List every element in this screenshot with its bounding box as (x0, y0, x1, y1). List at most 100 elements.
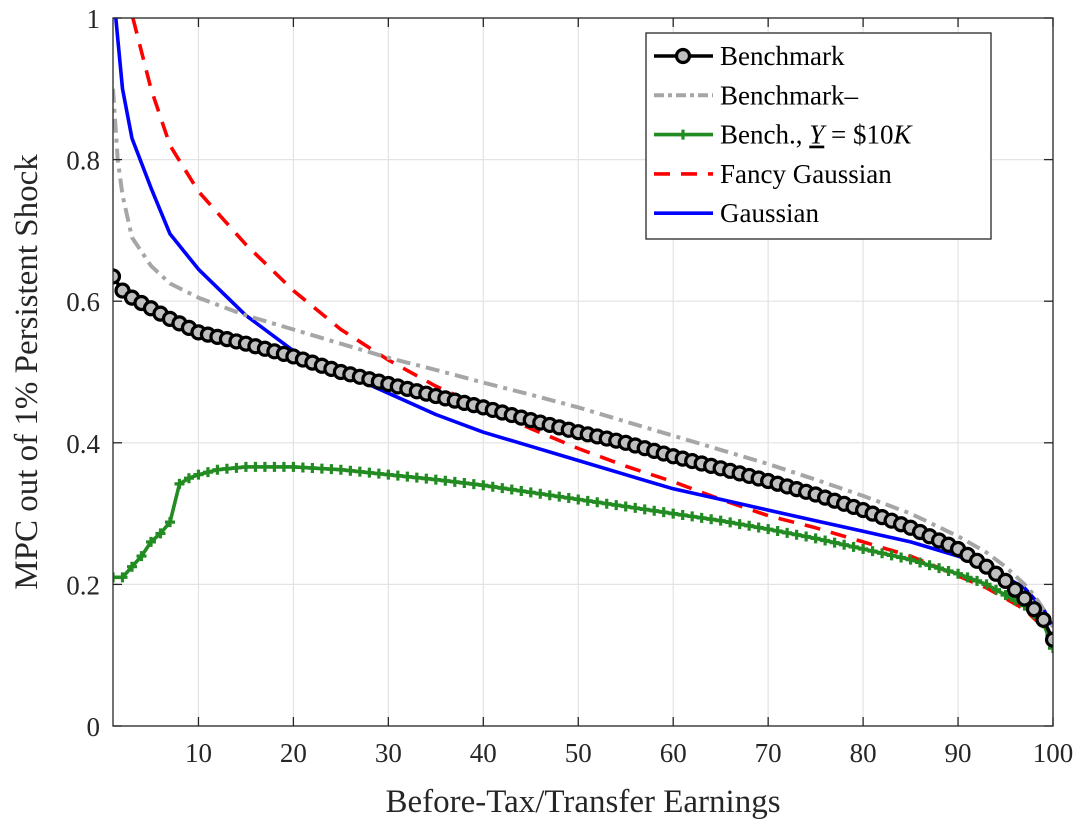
plus-marker (113, 572, 118, 583)
series-line (113, 88, 1053, 628)
plus-marker (516, 485, 527, 496)
circle-marker (1035, 611, 1052, 628)
plus-marker (297, 462, 308, 473)
plus-marker (240, 461, 251, 472)
legend-entry: Gaussian (654, 198, 819, 228)
plus-marker (725, 517, 736, 528)
plus-marker (715, 515, 726, 526)
legend-entry: Bench., Y = $10K (654, 120, 914, 150)
plus-marker (801, 531, 812, 542)
plus-marker (487, 481, 498, 492)
y-axis-label: MPC out of 1% Persistent Shock (9, 154, 45, 590)
circle-marker (1025, 601, 1043, 618)
plus-marker (440, 475, 451, 486)
plus-marker (839, 539, 850, 550)
plus-marker (430, 474, 441, 485)
plus-marker (212, 464, 223, 475)
plus-marker (763, 524, 774, 535)
x-tick-label: 100 (1033, 738, 1074, 768)
plus-marker (468, 479, 479, 490)
plus-marker (772, 526, 783, 537)
x-tick-label: 80 (850, 738, 877, 768)
plus-marker (335, 464, 346, 475)
legend-label: Fancy Gaussian (720, 159, 892, 189)
plus-marker (544, 490, 555, 501)
circle-marker (1006, 581, 1024, 598)
ticks: 10 20 30 40 50 60 70 80 90 100 0 0.2 0.4 0.6 0.8 1 (66, 4, 1073, 768)
legend-label: Benchmark (720, 41, 845, 71)
circle-marker (997, 572, 1014, 589)
plus-marker (250, 461, 261, 472)
plus-marker (259, 461, 270, 472)
plus-marker (687, 511, 698, 522)
plus-marker (953, 568, 964, 579)
x-axis-label: Before-Tax/Transfer Earnings (385, 784, 780, 820)
plus-marker (269, 461, 280, 472)
x-tick-label: 20 (280, 738, 307, 768)
plus-marker (744, 520, 755, 531)
plus-marker (345, 465, 356, 476)
plus-marker (288, 461, 299, 472)
plus-marker (326, 464, 337, 475)
plus-marker (278, 461, 289, 472)
plus-marker (478, 480, 489, 491)
plus-marker (668, 508, 679, 519)
legend-label: Benchmark– (720, 80, 858, 110)
plus-marker (392, 470, 403, 481)
plus-marker (592, 497, 603, 508)
y-tick-label: 0.2 (66, 570, 100, 600)
plot-frame (112, 17, 1054, 727)
plus-marker (848, 541, 859, 552)
plus-marker (525, 487, 536, 498)
plus-marker (1000, 590, 1011, 601)
plus-marker (829, 537, 840, 548)
plus-marker (962, 572, 973, 583)
plus-marker (459, 478, 470, 489)
y-tick-label: 1 (87, 4, 101, 34)
plus-marker (934, 563, 945, 574)
plus-marker (601, 498, 612, 509)
series-line (113, 275, 1053, 641)
legend-entry: Benchmark– (654, 80, 858, 110)
plus-marker (877, 548, 888, 559)
legend-circle-marker (674, 47, 692, 65)
plus-marker (867, 546, 878, 557)
plus-marker (611, 500, 622, 511)
plus-marker (221, 463, 232, 474)
plus-marker (1048, 643, 1053, 654)
plus-marker (174, 478, 185, 489)
plus-marker (364, 467, 375, 478)
plus-marker (402, 471, 413, 482)
plus-marker (316, 463, 327, 474)
plus-marker (193, 469, 204, 480)
plus-marker (354, 466, 365, 477)
plus-marker (639, 504, 650, 515)
x-tick-label: 30 (375, 738, 402, 768)
plus-marker (706, 514, 717, 525)
plus-marker (155, 528, 166, 539)
series-layer (113, 18, 1053, 654)
plus-marker (506, 484, 517, 495)
plus-marker (582, 495, 593, 506)
plus-marker (820, 535, 831, 546)
plus-marker (164, 517, 175, 528)
legend-entry: Benchmark (654, 41, 845, 71)
x-tick-label: 70 (755, 738, 782, 768)
plus-marker (183, 473, 194, 484)
series-bench-y-10k (113, 461, 1053, 654)
plus-marker (126, 561, 137, 572)
plus-marker (782, 527, 793, 538)
plus-marker (421, 473, 432, 484)
circle-marker (113, 268, 122, 285)
x-tick-label: 10 (185, 738, 212, 768)
plus-marker (943, 565, 954, 576)
plus-marker (905, 554, 916, 565)
plus-marker (696, 512, 707, 523)
plus-marker (449, 476, 460, 487)
plus-marker (991, 584, 1002, 595)
series-benchmark (113, 268, 1053, 648)
legend: Benchmark Benchmark– Bench., Y = $10K Fancy… (645, 32, 992, 240)
y-tick-label: 0 (87, 712, 101, 742)
plus-marker (658, 507, 669, 518)
y-tick-label: 0.8 (66, 146, 100, 176)
